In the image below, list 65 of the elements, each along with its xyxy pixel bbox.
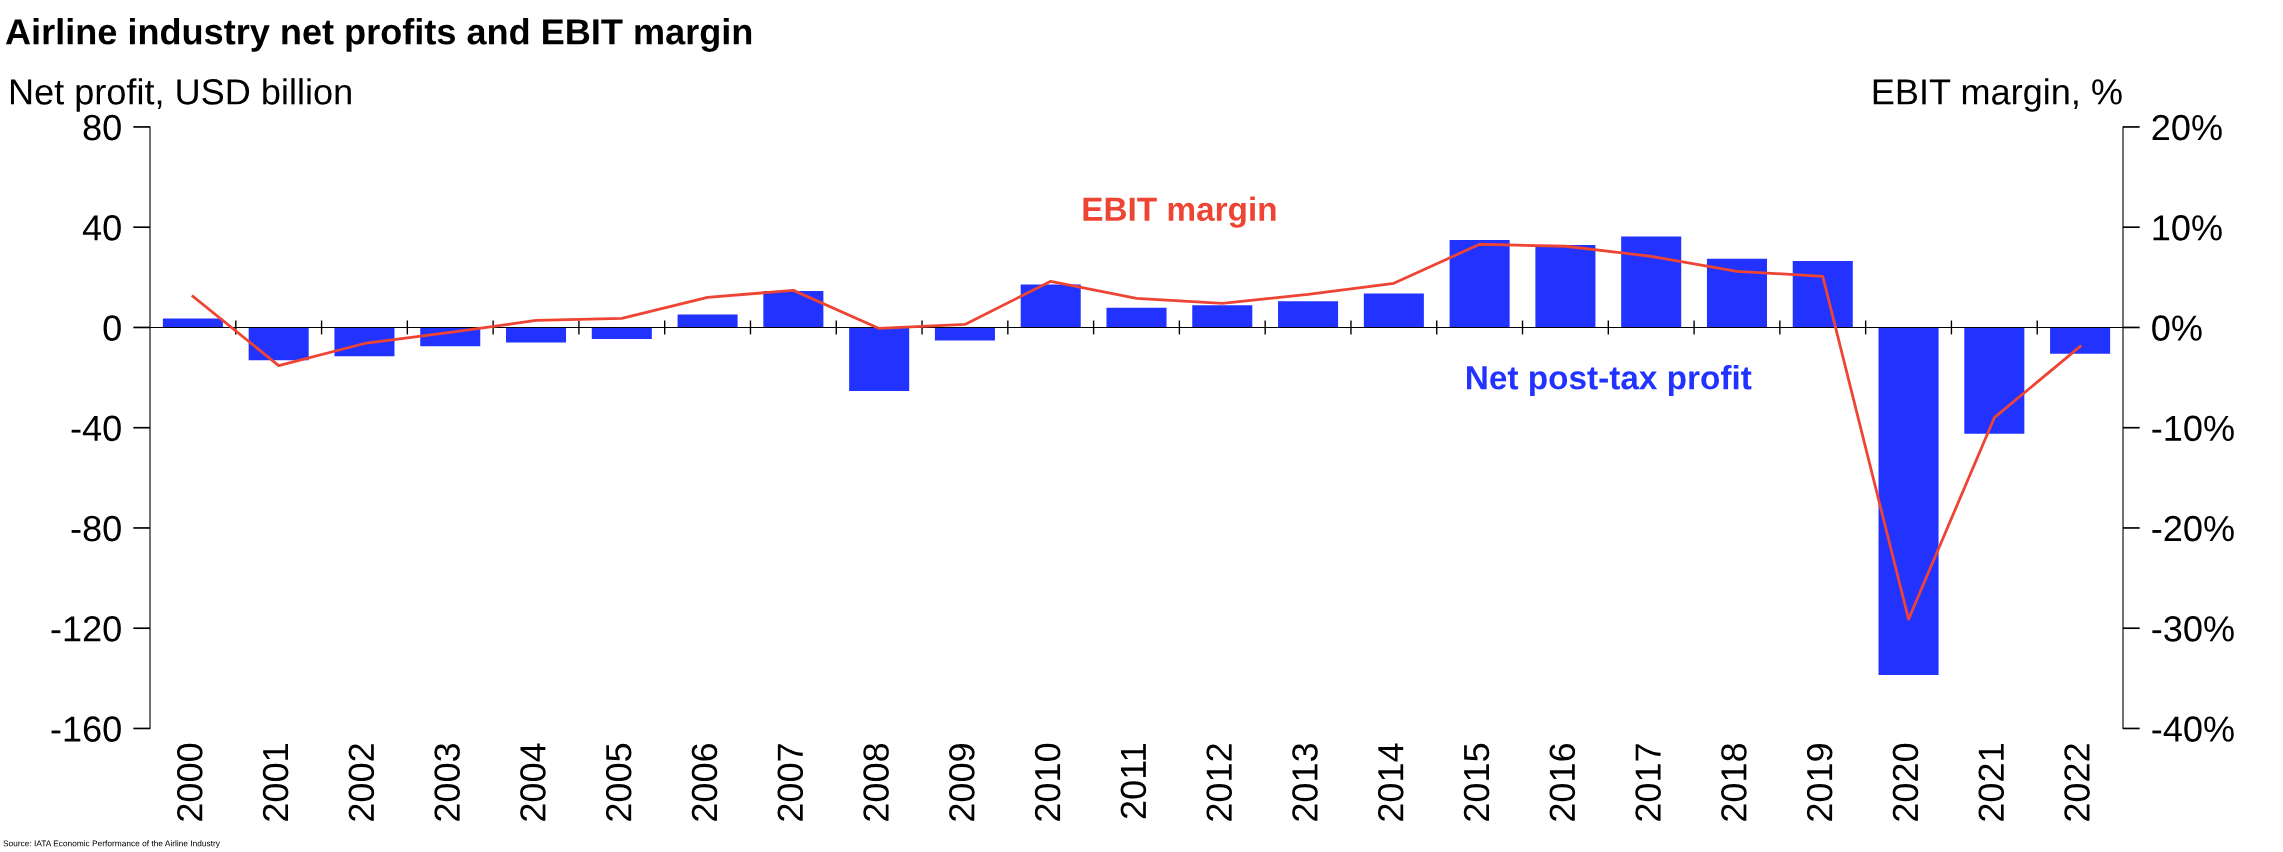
x-tick-label: 2004 <box>520 743 546 821</box>
bar <box>1449 239 1510 328</box>
bar <box>1278 301 1339 328</box>
x-tick-label: 2001 <box>262 744 289 821</box>
x-tick-label: 2014 <box>1377 743 1404 821</box>
series-label: EBIT margin <box>1083 196 1276 228</box>
line-series <box>191 242 2082 621</box>
x-tick-label: 2011 <box>1120 744 1147 819</box>
bar <box>162 318 223 328</box>
x-tick-label: 2019 <box>1806 744 1833 821</box>
y-tick-label: 80 <box>83 114 121 141</box>
y-tick-label: -160 <box>51 716 121 742</box>
y2-axis-title: EBIT margin, % <box>1873 78 2122 112</box>
x-tick-label: 2015 <box>1463 743 1490 821</box>
y2-tick-label: -40% <box>2152 716 2234 742</box>
y-axis-title: Net profit, USD billion <box>10 78 351 112</box>
y-tick-label: 40 <box>82 215 121 241</box>
series-label: Net post-tax profit <box>1467 365 1752 397</box>
bar <box>1792 261 1853 328</box>
y-tick-label: -40 <box>71 415 121 442</box>
y2-tick-label: 20% <box>2152 114 2222 141</box>
bar <box>2050 327 2111 354</box>
chart-title: Airline industry net profits and EBIT margin <box>5 18 752 52</box>
x-tick-label: 2016 <box>1549 743 1576 821</box>
bar <box>1192 305 1253 328</box>
x-tick-label: 2002 <box>348 744 375 821</box>
bar <box>1020 284 1081 328</box>
y2-tick-label: -30% <box>2152 616 2234 642</box>
x-tick-label: 2003 <box>434 743 460 821</box>
bar <box>763 291 824 328</box>
x-tick-label: 2010 <box>1034 743 1061 821</box>
bar <box>1535 244 1596 328</box>
x-tick-label: 2009 <box>949 744 975 821</box>
y2-tick-label: 0% <box>2152 315 2202 341</box>
bar <box>1964 327 2025 434</box>
x-tick-label: 2012 <box>1206 744 1232 821</box>
x-tick-label: 2008 <box>863 743 889 821</box>
x-tick-label: 2000 <box>177 743 203 821</box>
bar <box>506 327 567 343</box>
x-tick-label: 2022 <box>2064 744 2090 821</box>
y-tick-label: -80 <box>71 515 121 542</box>
x-tick-label: 2006 <box>691 743 718 821</box>
x-tick-label: 2007 <box>777 744 804 821</box>
bar <box>1621 236 1682 328</box>
bar <box>591 327 652 339</box>
bar <box>934 327 995 341</box>
y-tick-label: 0 <box>103 315 121 341</box>
x-tick-label: 2020 <box>1892 743 1919 821</box>
bar <box>1706 258 1767 328</box>
y2-tick-label: 10% <box>2153 215 2222 241</box>
x-tick-label: 2005 <box>605 743 632 821</box>
bar <box>677 314 738 328</box>
x-tick-label: 2017 <box>1635 744 1661 821</box>
x-tick-label: 2013 <box>1292 743 1318 821</box>
bar <box>1878 327 1939 676</box>
y2-tick-label: -10% <box>2152 415 2234 442</box>
bar <box>248 327 309 361</box>
bar <box>849 327 910 392</box>
bar <box>1106 307 1167 328</box>
y2-tick-label: -20% <box>2152 515 2234 542</box>
x-tick-label: 2021 <box>1978 744 2005 821</box>
bar <box>1363 293 1424 328</box>
x-tick-label: 2018 <box>1721 743 1747 821</box>
y-tick-label: -120 <box>51 616 121 642</box>
source-note: Source: IATA Economic Performance of the Airline Industry <box>3 840 220 848</box>
